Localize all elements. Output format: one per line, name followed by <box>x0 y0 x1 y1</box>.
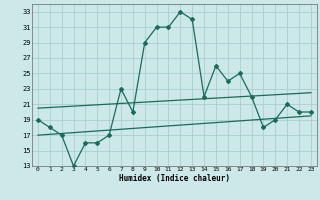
X-axis label: Humidex (Indice chaleur): Humidex (Indice chaleur) <box>119 174 230 183</box>
